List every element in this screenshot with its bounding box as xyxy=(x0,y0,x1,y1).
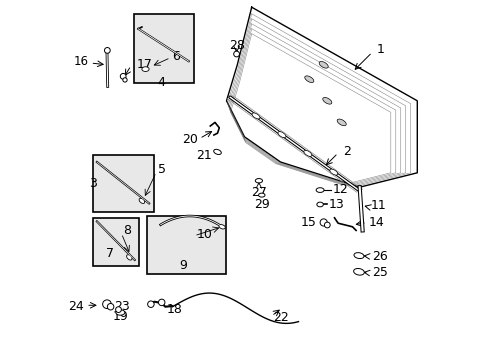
Text: 29: 29 xyxy=(253,198,269,211)
Circle shape xyxy=(324,222,329,228)
Text: 20: 20 xyxy=(182,133,197,146)
Circle shape xyxy=(158,299,164,306)
Text: 22: 22 xyxy=(273,311,288,324)
Ellipse shape xyxy=(304,76,313,82)
Ellipse shape xyxy=(336,119,346,126)
Ellipse shape xyxy=(319,62,327,68)
Ellipse shape xyxy=(258,193,264,197)
Text: 24: 24 xyxy=(68,300,84,313)
Text: 25: 25 xyxy=(371,266,387,279)
Ellipse shape xyxy=(139,198,144,203)
Circle shape xyxy=(107,303,114,310)
Text: 12: 12 xyxy=(332,183,348,196)
Bar xyxy=(92,155,153,212)
Text: 27: 27 xyxy=(250,186,266,199)
Text: 14: 14 xyxy=(368,216,384,229)
Circle shape xyxy=(320,219,326,226)
Ellipse shape xyxy=(219,225,225,229)
Text: 3: 3 xyxy=(89,177,97,190)
Text: 21: 21 xyxy=(195,149,211,162)
Circle shape xyxy=(147,301,154,307)
Circle shape xyxy=(120,73,126,79)
Text: 9: 9 xyxy=(179,259,187,272)
Ellipse shape xyxy=(316,202,323,207)
Text: 4: 4 xyxy=(157,76,164,89)
Text: 23: 23 xyxy=(114,300,130,313)
Text: 15: 15 xyxy=(300,216,316,229)
Ellipse shape xyxy=(329,169,337,175)
Ellipse shape xyxy=(353,269,364,275)
Text: 17: 17 xyxy=(136,58,152,71)
Bar xyxy=(92,218,139,266)
Text: 7: 7 xyxy=(106,247,114,260)
Text: 26: 26 xyxy=(371,250,387,263)
Ellipse shape xyxy=(255,179,262,183)
Ellipse shape xyxy=(116,310,124,315)
Text: 6: 6 xyxy=(172,50,180,63)
Text: 28: 28 xyxy=(228,39,244,51)
Text: 8: 8 xyxy=(123,224,131,237)
Ellipse shape xyxy=(126,255,132,260)
Ellipse shape xyxy=(316,188,324,193)
Ellipse shape xyxy=(322,98,331,104)
Ellipse shape xyxy=(251,113,260,119)
Bar xyxy=(146,216,226,274)
Text: 11: 11 xyxy=(370,199,386,212)
Bar xyxy=(134,14,194,83)
Text: 10: 10 xyxy=(197,228,212,241)
Text: 13: 13 xyxy=(328,198,344,211)
Text: 5: 5 xyxy=(158,163,166,176)
Circle shape xyxy=(122,78,127,82)
Text: 1: 1 xyxy=(376,43,384,56)
Circle shape xyxy=(102,300,111,309)
Text: 19: 19 xyxy=(112,310,128,323)
Ellipse shape xyxy=(303,150,311,156)
Circle shape xyxy=(104,48,110,53)
Ellipse shape xyxy=(277,132,285,138)
Text: 18: 18 xyxy=(167,303,183,316)
Ellipse shape xyxy=(142,67,149,71)
Text: 16: 16 xyxy=(74,55,89,68)
Ellipse shape xyxy=(213,149,221,154)
Circle shape xyxy=(233,51,239,57)
Ellipse shape xyxy=(353,253,363,258)
Text: 2: 2 xyxy=(342,145,350,158)
Circle shape xyxy=(115,307,121,312)
